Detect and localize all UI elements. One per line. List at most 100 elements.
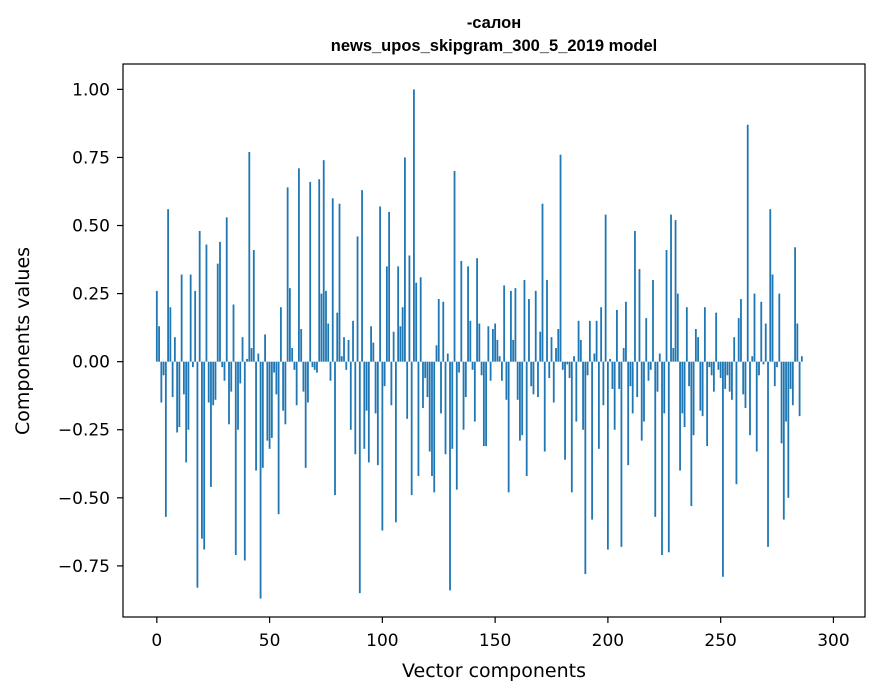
bar	[703, 307, 706, 362]
bar	[620, 361, 623, 547]
x-tick-label: 250	[704, 631, 736, 651]
bar	[591, 361, 593, 520]
bar	[189, 274, 192, 362]
bar	[194, 290, 197, 362]
x-tick-label: 100	[366, 631, 398, 651]
bar	[737, 318, 740, 362]
bar	[473, 361, 476, 422]
bar	[494, 323, 497, 362]
bar	[282, 361, 285, 411]
bar	[525, 361, 528, 477]
bar	[248, 152, 251, 362]
bar	[176, 361, 179, 433]
bar	[760, 301, 763, 362]
bar	[516, 361, 519, 400]
bar	[433, 361, 436, 493]
bar	[234, 361, 237, 555]
bar	[404, 157, 406, 362]
bar	[237, 361, 239, 430]
bar	[541, 203, 544, 362]
bar	[295, 361, 298, 406]
chart-title-line2: news_upos_skipgram_300_5_2019 model	[331, 37, 658, 55]
bar	[543, 361, 546, 452]
bar	[239, 361, 242, 384]
bar	[685, 307, 688, 362]
bar	[298, 168, 300, 362]
bar	[670, 214, 672, 362]
bar	[767, 361, 769, 547]
bar	[629, 361, 632, 387]
bar	[491, 329, 494, 362]
bar	[467, 266, 469, 362]
bar	[304, 361, 307, 468]
bar	[329, 361, 332, 381]
bar	[451, 361, 454, 449]
bar	[264, 334, 266, 362]
bar	[683, 361, 686, 428]
bar	[791, 361, 794, 406]
bar	[577, 320, 580, 362]
bar	[453, 171, 456, 362]
bar	[555, 348, 557, 362]
bar	[397, 266, 400, 362]
bar	[505, 361, 508, 400]
bar	[390, 361, 393, 406]
bar	[561, 361, 564, 370]
bar	[155, 290, 158, 362]
bar	[643, 361, 645, 422]
bar	[613, 361, 616, 430]
bar	[320, 293, 323, 362]
bar	[257, 353, 260, 362]
bar	[460, 260, 463, 362]
bar	[627, 361, 630, 466]
bar	[273, 361, 275, 373]
bar	[210, 361, 212, 487]
bar	[717, 361, 720, 370]
bar	[548, 361, 551, 379]
bar	[606, 361, 609, 550]
bar	[413, 89, 415, 362]
bar	[537, 361, 539, 398]
bar	[408, 255, 411, 362]
bar	[279, 307, 282, 362]
bar	[419, 277, 422, 362]
bar	[266, 361, 269, 441]
bar	[586, 361, 589, 376]
bar	[697, 337, 699, 362]
bar	[595, 320, 598, 362]
bar	[712, 361, 715, 392]
bar	[719, 361, 722, 379]
bar	[367, 361, 370, 463]
bar	[755, 361, 758, 452]
axes-frame	[122, 63, 866, 618]
bar	[399, 326, 402, 362]
bar	[740, 299, 742, 362]
bar	[742, 361, 745, 395]
bar	[487, 326, 490, 362]
bar	[674, 220, 677, 362]
bar	[478, 323, 481, 362]
x-tick-label: 300	[817, 631, 849, 651]
bar	[597, 361, 600, 449]
bar	[291, 348, 294, 362]
x-tick-label: 150	[479, 631, 511, 651]
bar	[751, 356, 754, 362]
bar	[667, 361, 670, 553]
bar	[167, 209, 169, 362]
bar	[352, 320, 354, 362]
bar	[356, 236, 359, 362]
bar	[496, 339, 499, 362]
bar	[618, 361, 621, 389]
bar	[327, 323, 330, 362]
bar	[706, 361, 709, 447]
bar	[672, 348, 675, 362]
bar	[800, 356, 803, 362]
bar	[385, 266, 388, 362]
bar	[534, 290, 537, 362]
bar	[300, 329, 303, 362]
bar	[528, 299, 530, 362]
bar	[250, 348, 253, 362]
bar	[715, 312, 718, 362]
x-tick-label: 0	[151, 631, 162, 651]
bar	[255, 361, 257, 471]
